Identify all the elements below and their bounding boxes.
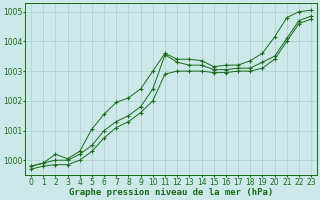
X-axis label: Graphe pression niveau de la mer (hPa): Graphe pression niveau de la mer (hPa) <box>69 188 273 197</box>
